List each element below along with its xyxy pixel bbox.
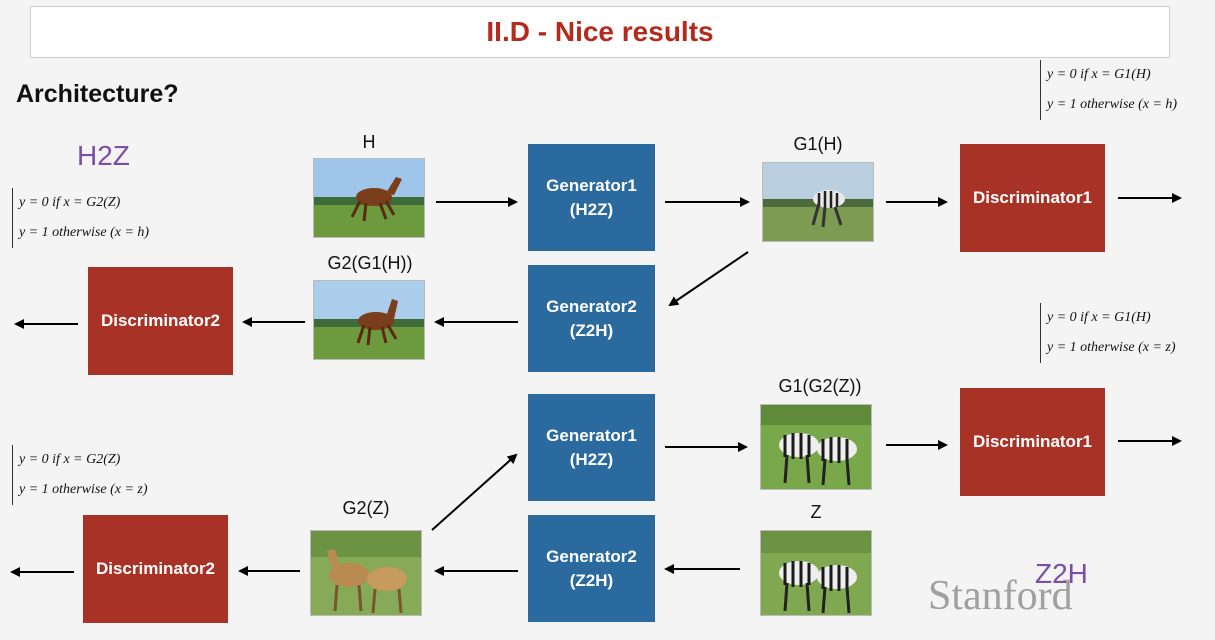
box-line: (H2Z) <box>569 449 614 469</box>
architecture-heading: Architecture? <box>16 80 179 108</box>
box-line: Generator1 <box>546 425 637 445</box>
generator2-top: Generator2 (Z2H) <box>528 265 655 372</box>
formula-line: y = 1 otherwise (x = h) <box>1047 97 1178 112</box>
fake-zebra-image <box>762 162 874 242</box>
zebras-generated-image <box>760 404 872 490</box>
formula-line: y = 0 if x = G1(H) <box>1047 310 1151 325</box>
box-line: (H2Z) <box>569 199 614 219</box>
box-line: Generator2 <box>546 546 637 566</box>
horse-image <box>313 158 425 238</box>
formula-mid-right: y = 0 if x = G1(H) y = 1 otherwise (x = … <box>1040 303 1176 363</box>
title-bar: II.D - Nice results <box>30 6 1170 58</box>
formula-line: y = 0 if x = G2(Z) <box>19 452 121 467</box>
generator2-bottom: Generator2 (Z2H) <box>528 515 655 622</box>
box-line: (Z2H) <box>569 320 614 340</box>
discriminator2-top: Discriminator2 <box>88 267 233 375</box>
box-line: (Z2H) <box>569 570 614 590</box>
label-z: Z <box>810 502 822 522</box>
generator1-top: Generator1 (H2Z) <box>528 144 655 251</box>
formula-line: y = 0 if x = G2(Z) <box>19 195 121 210</box>
formula-line: y = 1 otherwise (x = z) <box>1047 340 1176 355</box>
box-line: Generator2 <box>546 296 637 316</box>
arrow <box>431 453 518 531</box>
h2z-label: H2Z <box>77 140 130 171</box>
formula-line: y = 0 if x = G1(H) <box>1047 67 1151 82</box>
formula-top-left: y = 0 if x = G2(Z) y = 1 otherwise (x = … <box>12 188 149 248</box>
box-line: Generator1 <box>546 175 637 195</box>
formula-top-right: y = 0 if x = G1(H) y = 1 otherwise (x = … <box>1040 60 1177 120</box>
generator1-bottom: Generator1 (H2Z) <box>528 394 655 501</box>
fake-horses-image <box>310 530 422 616</box>
label-g2g1h: G2(G1(H)) <box>327 253 413 273</box>
reconstructed-horse-image <box>313 280 425 360</box>
label-g1g2z: G1(G2(Z)) <box>778 376 862 396</box>
label-g1h: G1(H) <box>793 134 843 154</box>
z2h-label: Z2H <box>1035 558 1088 589</box>
discriminator2-bottom: Discriminator2 <box>83 515 228 623</box>
arrow <box>668 251 749 307</box>
slide-title: II.D - Nice results <box>486 16 714 47</box>
discriminator1-top: Discriminator1 <box>960 144 1105 252</box>
stanford-watermark: Stanford <box>928 573 1073 619</box>
formula-line: y = 1 otherwise (x = h) <box>19 225 150 240</box>
formula-line: y = 1 otherwise (x = z) <box>19 482 148 497</box>
label-h: H <box>362 132 376 152</box>
zebras-image <box>760 530 872 616</box>
label-g2z: G2(Z) <box>342 498 390 518</box>
discriminator1-bottom: Discriminator1 <box>960 388 1105 496</box>
formula-bot-left: y = 0 if x = G2(Z) y = 1 otherwise (x = … <box>12 445 148 505</box>
